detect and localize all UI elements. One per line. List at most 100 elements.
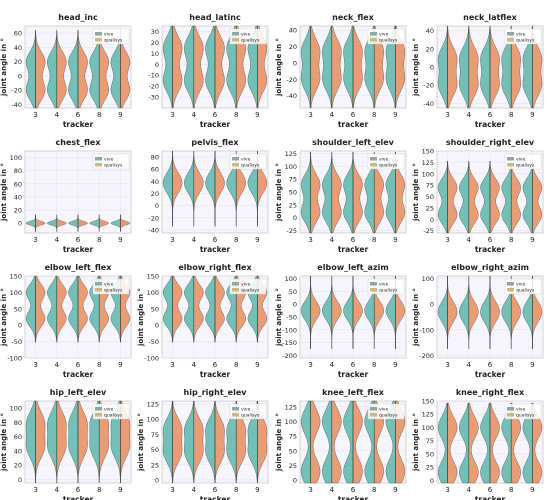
x-tick-label: 6 xyxy=(76,236,81,244)
legend-swatch-vive xyxy=(507,157,514,161)
y-tick-label: -200 xyxy=(282,352,297,360)
x-tick-label: 3 xyxy=(33,111,37,119)
y-tick-label: 60 xyxy=(151,166,159,174)
legend-swatch-vive xyxy=(232,407,239,411)
chart-panel-head_latinc: head_latinc -30 -20 -10 0 10 20 30 3 4 6 8 9 tracker v… xyxy=(148,13,269,129)
legend-swatch-qualisys xyxy=(95,288,102,292)
x-tick-label: 8 xyxy=(234,486,238,494)
violin-vive-6 xyxy=(205,275,216,343)
legend-swatch-qualisys xyxy=(232,413,239,417)
y-tick-label: 125 xyxy=(285,150,297,158)
legend-label-qualisys: qualisys xyxy=(241,38,260,44)
x-tick-label: 8 xyxy=(372,236,376,244)
y-axis-label: joint angle in ° xyxy=(412,163,420,222)
violin-qualisys-3 xyxy=(35,400,46,484)
x-axis-label: tracker xyxy=(200,120,231,129)
x-tick-label: 8 xyxy=(234,361,238,369)
y-axis-label: joint angle in ° xyxy=(275,288,283,347)
y-tick-label: -25 xyxy=(286,227,297,235)
legend-label-qualisys: qualisys xyxy=(516,38,535,44)
x-tick-label: 4 xyxy=(330,361,335,369)
x-tick-label: 6 xyxy=(213,111,218,119)
y-tick-label: 0 xyxy=(430,477,434,485)
violin-vive-4 xyxy=(322,400,332,484)
y-axis-label: joint angle in ° xyxy=(275,413,283,472)
legend-label-qualisys: qualisys xyxy=(241,413,260,419)
x-tick-label: 9 xyxy=(255,486,259,494)
violin-qualisys-6 xyxy=(77,400,88,484)
y-tick-label: 150 xyxy=(422,148,434,156)
violin-vive-4 xyxy=(322,25,332,109)
legend-swatch-vive xyxy=(370,157,377,161)
violin-vive-4 xyxy=(459,402,469,484)
x-axis-label: tracker xyxy=(200,370,231,379)
chart-title: head_latinc xyxy=(189,13,241,22)
legend-swatch-qualisys xyxy=(507,413,514,417)
y-tick-label: 80 xyxy=(14,167,22,175)
x-tick-label: 3 xyxy=(170,111,174,119)
violin-qualisys-6 xyxy=(352,25,363,109)
x-tick-label: 9 xyxy=(530,486,534,494)
violin-qualisys-3 xyxy=(35,30,46,109)
x-axis-label: tracker xyxy=(63,495,94,500)
y-tick-label: -50 xyxy=(286,314,297,322)
violin-vive-3 xyxy=(25,275,36,343)
x-tick-label: 8 xyxy=(372,361,376,369)
y-tick-label: 20 xyxy=(426,45,434,53)
violin-qualisys-6 xyxy=(352,151,363,234)
legend-swatch-qualisys xyxy=(232,38,239,42)
x-tick-label: 4 xyxy=(192,361,197,369)
legend-swatch-qualisys xyxy=(370,288,377,292)
x-tick-label: 4 xyxy=(55,111,60,119)
legend-label-qualisys: qualisys xyxy=(516,413,535,419)
chart-panel-pelvis_flex: pelvis_flex -40 -20 0 20 40 60 80 3 4 6 8 9 tracker vi… xyxy=(148,138,269,254)
y-axis-label: joint angle in ° xyxy=(412,38,420,97)
violin-qualisys-4 xyxy=(468,25,479,109)
chart-title: neck_latflex xyxy=(463,13,518,22)
x-axis-label: tracker xyxy=(475,245,506,254)
legend-label-qualisys: qualisys xyxy=(241,288,260,294)
legend-swatch-qualisys xyxy=(507,163,514,167)
legend-swatch-vive xyxy=(95,157,102,161)
x-tick-label: 6 xyxy=(488,361,493,369)
x-axis-label: tracker xyxy=(475,120,506,129)
x-tick-label: 8 xyxy=(509,486,513,494)
legend-label-vive: vive xyxy=(516,407,526,413)
violin-qualisys-3 xyxy=(35,275,46,343)
x-tick-label: 3 xyxy=(33,486,37,494)
chart-title: elbow_left_flex xyxy=(45,263,113,272)
y-tick-label: 100 xyxy=(285,163,297,171)
y-tick-label: -150 xyxy=(282,339,297,347)
y-tick-label: 50 xyxy=(151,305,159,313)
x-tick-label: 8 xyxy=(97,486,101,494)
x-tick-label: 9 xyxy=(118,361,122,369)
legend-label-qualisys: qualisys xyxy=(241,163,260,169)
legend-label-vive: vive xyxy=(104,32,114,38)
legend-label-vive: vive xyxy=(241,32,251,38)
y-tick-label: 20 xyxy=(289,43,297,51)
legend-swatch-vive xyxy=(232,157,239,161)
y-tick-label: 0 xyxy=(430,216,434,224)
y-tick-label: 50 xyxy=(426,450,434,458)
x-tick-label: 3 xyxy=(33,361,37,369)
chart-panel-knee_left_flex: knee_left_flex 0 25 50 75 100 125 3 4 6 8 9 tracker j… xyxy=(275,388,407,500)
legend-swatch-qualisys xyxy=(232,163,239,167)
x-tick-label: 3 xyxy=(445,236,449,244)
violin-qualisys-3 xyxy=(310,25,321,109)
y-axis-label: joint angle in ° xyxy=(0,163,8,222)
x-tick-label: 6 xyxy=(213,236,218,244)
chart-title: knee_left_flex xyxy=(322,388,385,397)
y-tick-label: 40 xyxy=(14,447,22,455)
y-tick-label: 25 xyxy=(426,204,434,212)
legend-label-vive: vive xyxy=(379,282,389,288)
x-tick-label: 3 xyxy=(445,361,449,369)
y-tick-label: -40 xyxy=(286,92,297,100)
chart-panel-elbow_left_flex: elbow_left_flex -100 -50 0 50 100 150 3 4 6 8 9 trac… xyxy=(0,263,132,379)
y-tick-label: -100 xyxy=(282,326,297,334)
y-tick-label: 100 xyxy=(10,405,22,413)
violin-qualisys-4 xyxy=(193,275,204,343)
x-tick-label: 9 xyxy=(530,111,534,119)
violin-vive-6 xyxy=(343,151,354,234)
x-tick-label: 6 xyxy=(351,236,356,244)
legend-swatch-vive xyxy=(370,407,377,411)
